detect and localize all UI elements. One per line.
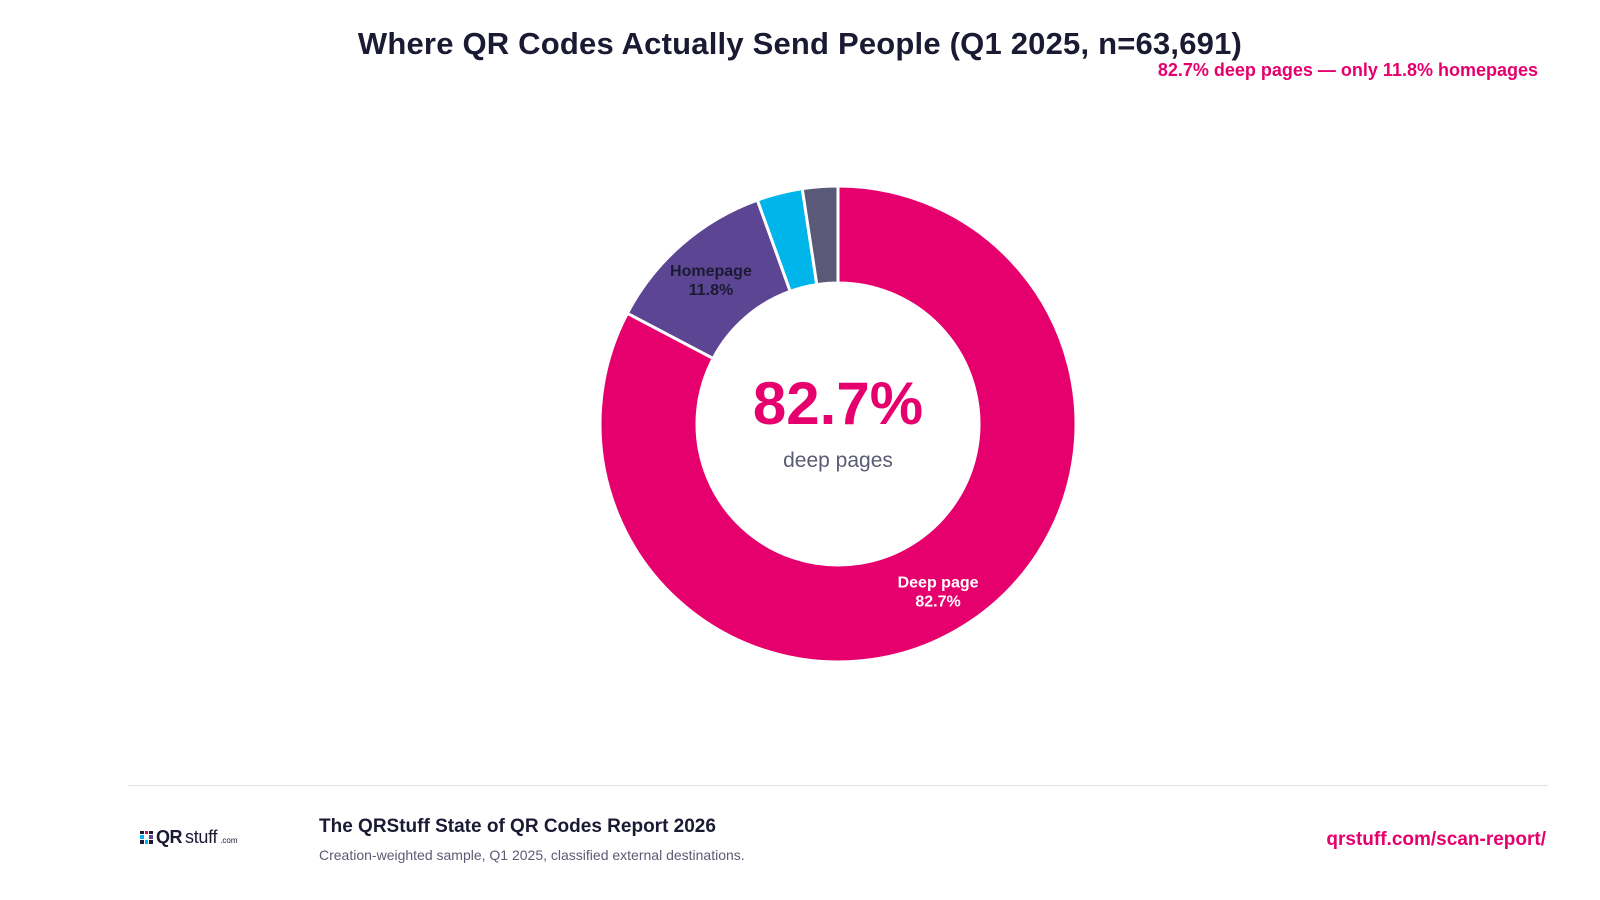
- logo-text-stuff: stuff: [185, 826, 218, 847]
- qr-grid-icon: [140, 830, 153, 844]
- slice-label-homepage: Homepage: [670, 263, 752, 280]
- donut-slice-deep-page: [598, 184, 1078, 664]
- center-label: deep pages: [783, 449, 893, 472]
- report-note: Creation-weighted sample, Q1 2025, class…: [319, 847, 745, 863]
- donut-slice-unlabeled-3: [800, 184, 840, 287]
- chart-subtitle: 82.7% deep pages — only 11.8% homepages: [1157, 60, 1538, 80]
- slice-label-deep-page: Deep page: [898, 575, 979, 592]
- logo-text-qr: QR: [156, 826, 183, 847]
- logo-text-com: .com: [220, 836, 238, 845]
- slice-value-homepage: 11.8%: [689, 282, 733, 299]
- chart-title: Where QR Codes Actually Send People (Q1 …: [357, 26, 1243, 61]
- center-value: 82.7%: [753, 370, 923, 437]
- report-title: The QRStuff State of QR Codes Report 202…: [319, 816, 716, 837]
- qrstuff-logo: QR stuff .com: [140, 826, 238, 848]
- report-link[interactable]: qrstuff.com/scan-report/: [1326, 829, 1546, 850]
- footer-divider: [128, 785, 1548, 786]
- slice-value-deep-page: 82.7%: [915, 594, 960, 611]
